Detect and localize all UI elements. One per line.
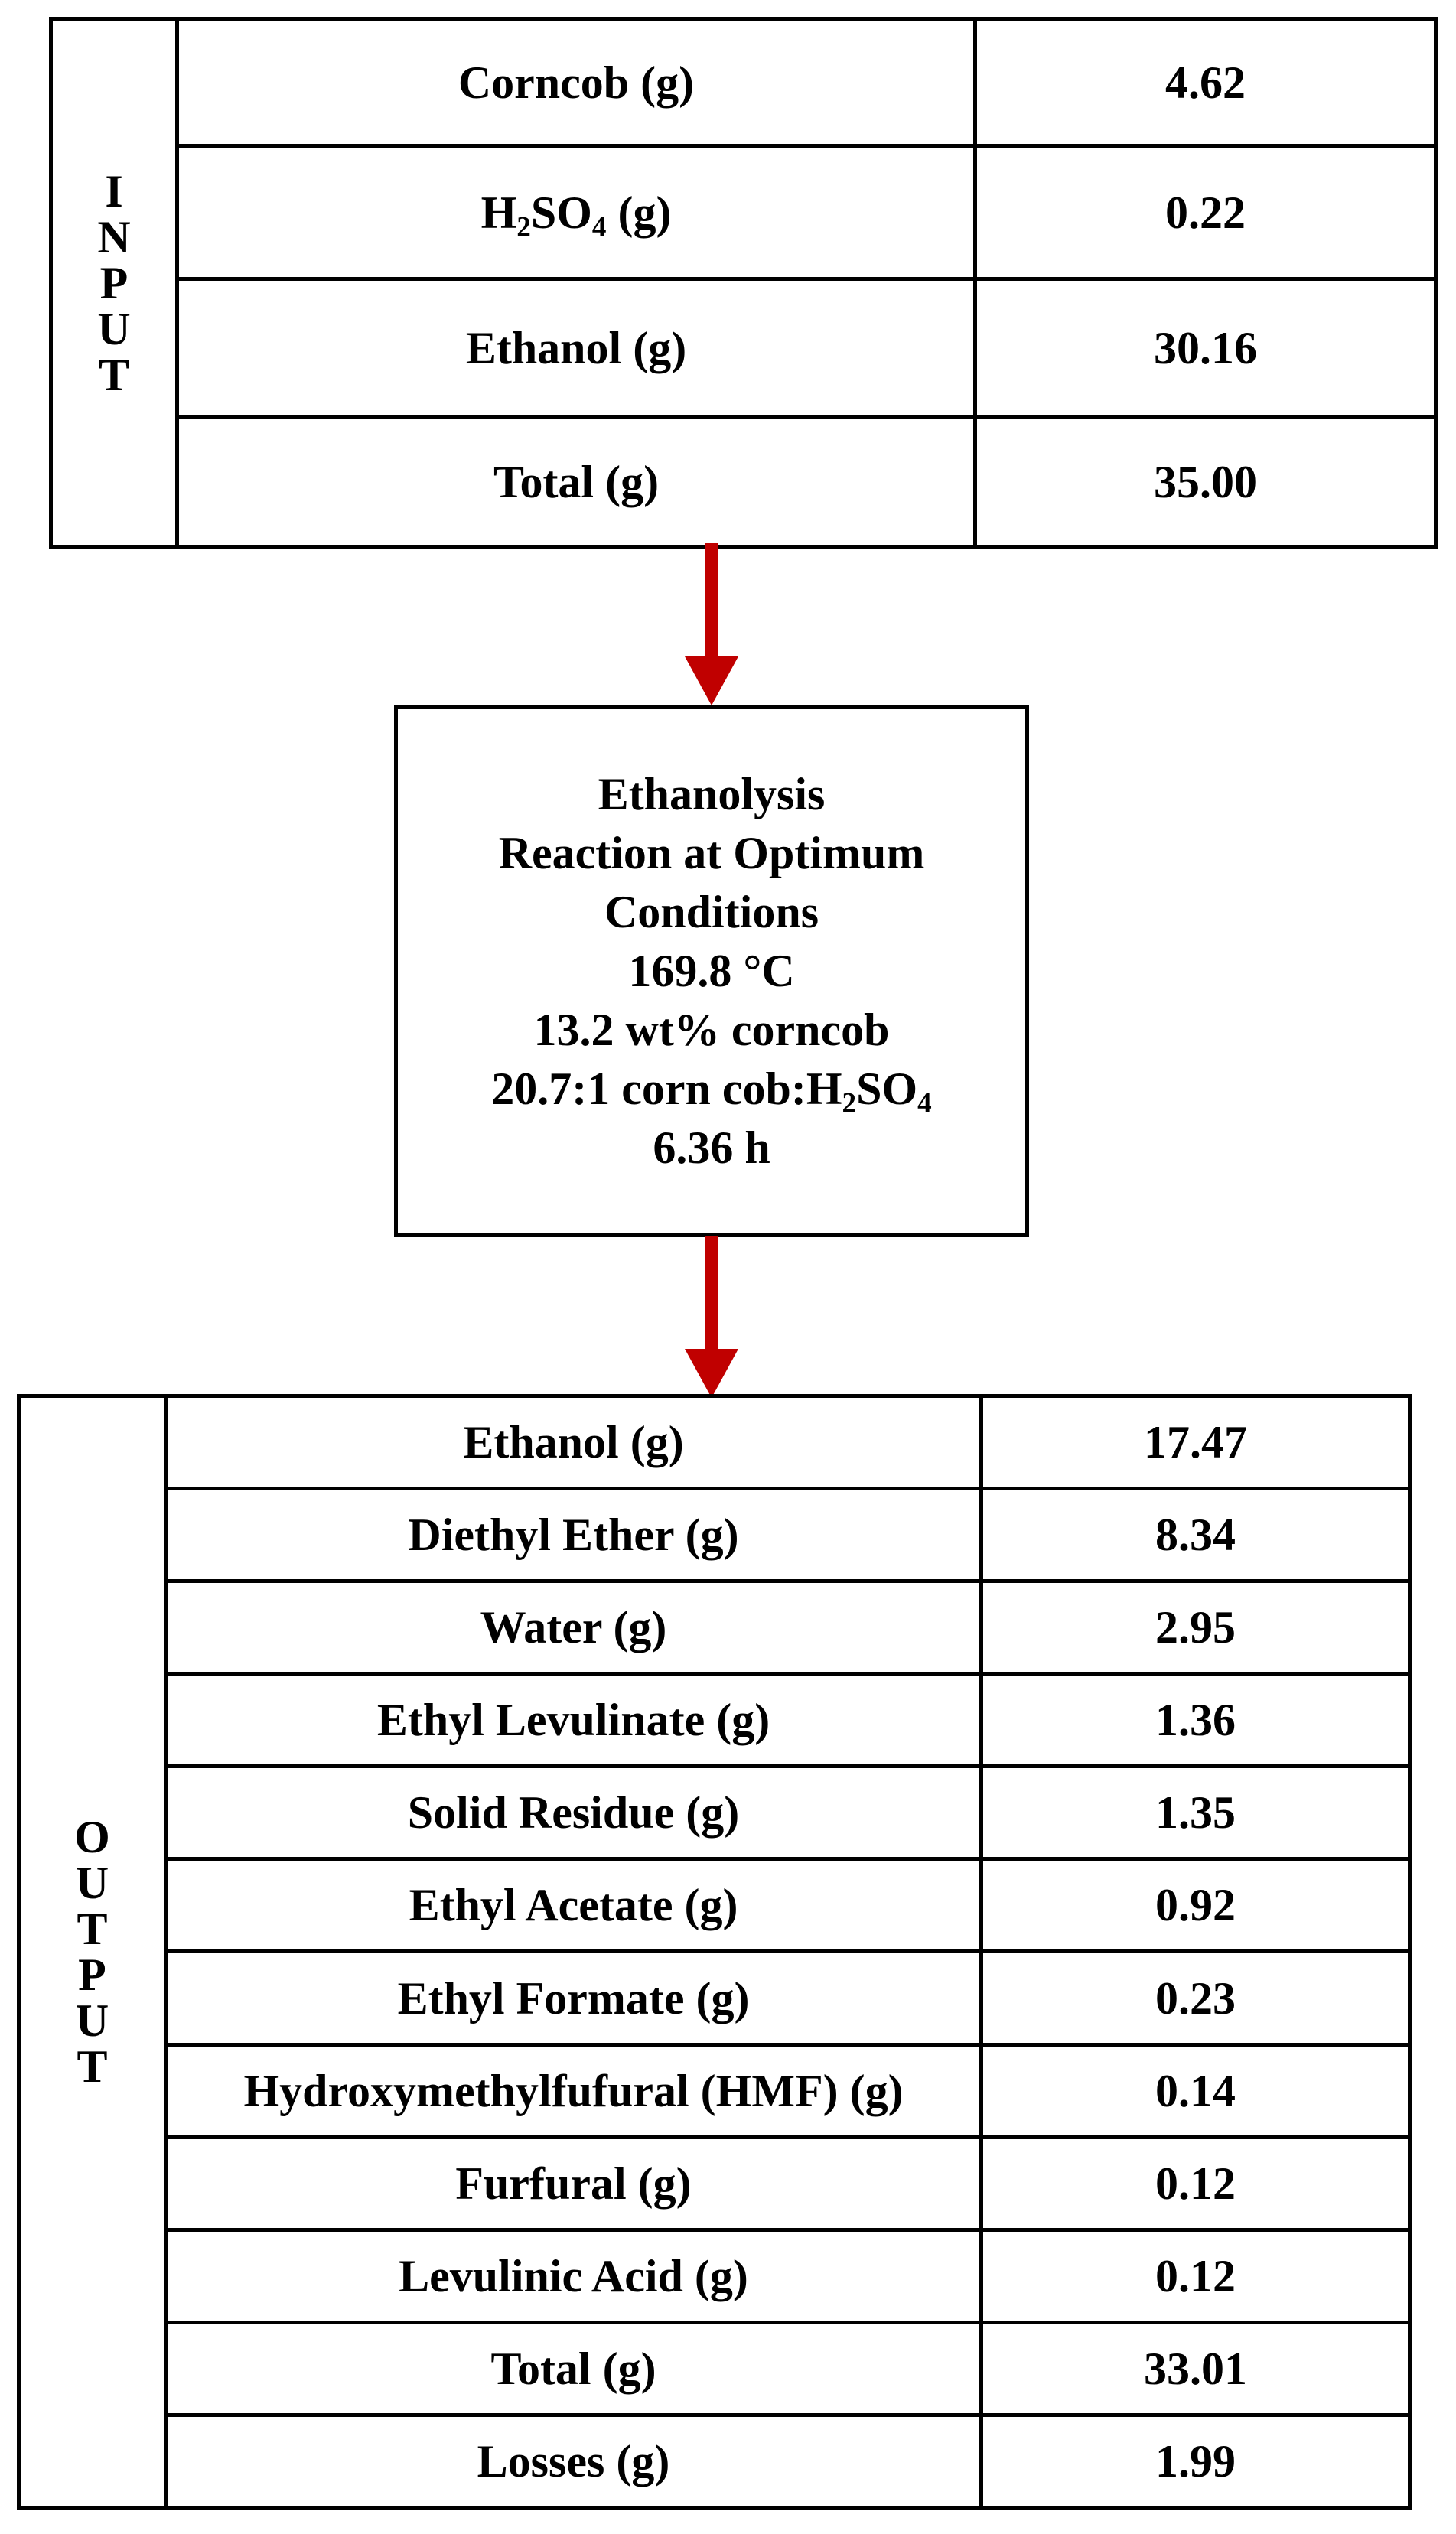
process-line-1: Ethanolysis (598, 769, 826, 819)
input-side-letter: I (105, 165, 123, 217)
output-row-label: Ethyl Levulinate (g) (164, 1672, 983, 1769)
output-row: Water (g) 2.95 (19, 1579, 1412, 1676)
acid-sub-4: 4 (591, 210, 607, 243)
arrow-head (685, 656, 738, 705)
acid-h: H (480, 187, 517, 238)
arrow-shaft (705, 543, 718, 658)
output-row: Levulinic Acid (g) 0.12 (19, 2227, 1412, 2324)
process-temperature: 169.8 °C (628, 946, 795, 996)
input-row-label: H2SO4 (g) (175, 144, 977, 281)
input-side-letter: P (99, 257, 129, 308)
output-row: Solid Residue (g) 1.35 (19, 1764, 1412, 1861)
acid-sub-2: 2 (516, 210, 531, 243)
ratio-sub-2: 2 (842, 1087, 857, 1119)
output-row-label: Water (g) (164, 1579, 983, 1676)
output-row-value: 2.95 (979, 1579, 1412, 1676)
process-line-3: Conditions (604, 887, 819, 937)
output-row-value: 33.01 (979, 2320, 1412, 2417)
output-row: Ethyl Acetate (g) 0.92 (19, 1857, 1412, 1954)
ratio-sub-4: 4 (917, 1087, 932, 1119)
output-row-label: Ethyl Formate (g) (164, 1949, 983, 2047)
output-row-value: 1.99 (979, 2412, 1412, 2510)
input-side-letter: U (97, 303, 131, 354)
input-row-value: 30.16 (973, 277, 1438, 419)
process-time: 6.36 h (653, 1122, 770, 1173)
input-table: I N P U T Corncob (g) 4.62 H2SO4 (g) 0.2… (49, 17, 1438, 549)
output-row-value: 1.36 (979, 1672, 1412, 1769)
acid-unit: (g) (606, 187, 672, 238)
output-side-letter: U (75, 1858, 109, 1908)
output-row-label: Hydroxymethylfufural (HMF) (g) (164, 2042, 983, 2139)
arrow-shaft (705, 1236, 718, 1350)
output-table: O U T P U T Ethanol (g) 17.47 Diethyl Ether (g) 8… (17, 1393, 1412, 2510)
output-row-value: 0.92 (979, 1857, 1412, 1954)
output-row: O U T P U T Ethanol (g) 17.47 (17, 1393, 1412, 2510)
process-loading: 13.2 wt% corncob (533, 1005, 890, 1055)
output-side-letter: O (74, 1812, 110, 1862)
output-row: Ethyl Formate (g) 0.23 (19, 1949, 1412, 2047)
output-side-letter: U (75, 1995, 109, 2046)
ratio-text: 20.7:1 corn cob:H (491, 1063, 842, 1114)
output-row-label: Solid Residue (g) (164, 1764, 983, 1861)
input-row-value: 35.00 (973, 415, 1438, 549)
flow-arrow-down (685, 1236, 738, 1398)
output-row-value: 17.47 (979, 1393, 1412, 1491)
output-row-label: Total (g) (164, 2320, 983, 2417)
output-side-letter: T (77, 2041, 108, 2092)
output-row-label: Diethyl Ether (g) (164, 1487, 983, 1584)
output-row-value: 0.12 (979, 2135, 1412, 2232)
input-side-letter: T (98, 349, 130, 400)
output-row-value: 8.34 (979, 1487, 1412, 1584)
output-row: Furfural (g) 0.12 (19, 2135, 1412, 2232)
input-row-label: Total (g) (175, 415, 977, 549)
output-row: Diethyl Ether (g) 8.34 (19, 1487, 1412, 1584)
output-row-value: 0.12 (979, 2227, 1412, 2324)
output-row-label: Ethanol (g) (164, 1393, 983, 1491)
input-side-letter: N (97, 211, 131, 262)
output-row: Ethyl Levulinate (g) 1.36 (19, 1672, 1412, 1769)
acid-so: SO (530, 187, 592, 238)
output-row-label: Furfural (g) (164, 2135, 983, 2232)
input-row-label: Ethanol (g) (175, 277, 977, 419)
input-side-label: I N P U T (49, 17, 179, 549)
output-side-letter: P (78, 1949, 106, 2000)
process-box: Ethanolysis Reaction at Optimum Conditio… (394, 705, 1029, 1237)
arrow-head (685, 1349, 738, 1398)
input-row-value: 0.22 (973, 144, 1438, 281)
output-side-letter: T (77, 1904, 108, 1954)
output-row-value: 0.14 (979, 2042, 1412, 2139)
input-row-value: 4.62 (973, 17, 1438, 148)
output-row-label: Ethyl Acetate (g) (164, 1857, 983, 1954)
process-ratio: 20.7:1 corn cob:H2SO4 (491, 1060, 932, 1119)
output-row-label: Losses (g) (164, 2412, 983, 2510)
process-line-2: Reaction at Optimum (498, 828, 925, 878)
output-row-value: 0.23 (979, 1949, 1412, 2047)
output-row: Total (g) 33.01 (19, 2320, 1412, 2417)
output-row: Losses (g) 1.99 (19, 2412, 1412, 2510)
output-row-value: 1.35 (979, 1764, 1412, 1861)
flow-arrow-down (685, 543, 738, 705)
output-row-label: Levulinic Acid (g) (164, 2227, 983, 2324)
ratio-so: SO (856, 1063, 918, 1114)
output-row: Hydroxymethylfufural (HMF) (g) 0.14 (19, 2042, 1412, 2139)
input-row-label: Corncob (g) (175, 17, 977, 148)
